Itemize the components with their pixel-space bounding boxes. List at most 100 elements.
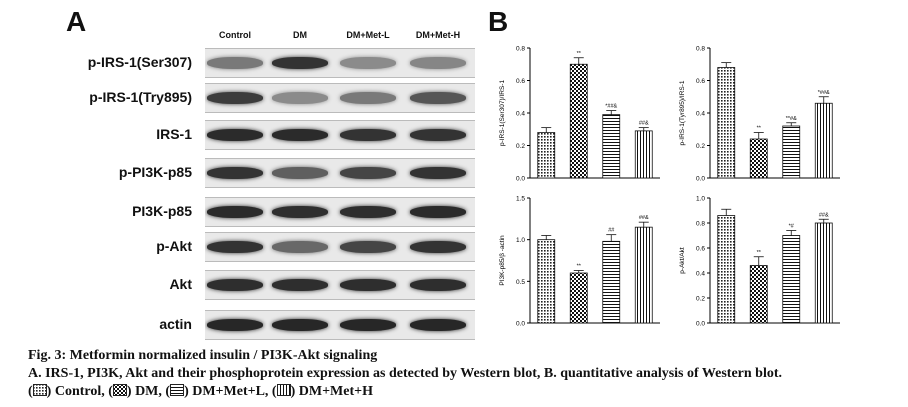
bar [569, 272, 588, 324]
blot-band [272, 57, 328, 69]
significance-label: *##& [818, 90, 830, 96]
blot-strip [205, 158, 475, 188]
blot-band [207, 279, 263, 291]
y-tick-label: 0.6 [696, 78, 705, 85]
blot-band [272, 279, 328, 291]
blot-band [272, 92, 328, 104]
bar [602, 114, 621, 179]
bar [717, 215, 736, 324]
blot-band [340, 206, 396, 218]
figure-caption-line2: A. IRS-1, PI3K, Akt and their phosphopro… [28, 366, 783, 381]
figure-title: Fig. 3: Metformin normalized insulin / P… [28, 348, 378, 363]
significance-label: ** [577, 51, 582, 57]
blot-band [207, 167, 263, 179]
y-tick-label: 0.8 [696, 221, 705, 228]
lane-label: DM [293, 30, 307, 40]
y-tick-label: 0.0 [516, 321, 525, 328]
legend-swatch-dm [112, 384, 127, 396]
blot-band [272, 129, 328, 141]
blot-strip [205, 197, 475, 227]
bar [782, 235, 801, 324]
y-tick-label: 1.5 [516, 196, 525, 203]
y-tick-label: 0.0 [516, 176, 525, 183]
bar [634, 130, 653, 179]
bar [602, 240, 621, 324]
blot-strip [205, 120, 475, 150]
legend-label-control: ) Control, ( [46, 384, 113, 399]
bar [814, 222, 833, 324]
blot-band [340, 167, 396, 179]
y-tick-label: 0.4 [696, 271, 705, 278]
y-tick-label: 1.0 [696, 196, 705, 203]
bar [634, 226, 653, 324]
blot-band [410, 279, 466, 291]
bar [749, 138, 768, 179]
blot-band [340, 319, 396, 331]
y-tick-label: 0.6 [516, 78, 525, 85]
blot-band [272, 241, 328, 253]
panel-a-letter: A [66, 6, 87, 37]
bar [569, 63, 588, 179]
bar [537, 132, 556, 179]
bar [782, 125, 801, 179]
blot-strip [205, 310, 475, 340]
significance-label: ** [757, 126, 762, 132]
blot-band [272, 167, 328, 179]
y-tick-label: 0.2 [696, 143, 705, 150]
significance-label: **#& [786, 116, 797, 122]
y-axis-label: p-IRS-1(Tyr895)/IRS-1 [679, 80, 686, 145]
lane-label: DM+Met-L [346, 30, 390, 40]
blot-row-label: actin [159, 316, 192, 332]
lane-label: DM+Met-H [415, 30, 461, 40]
blot-band [410, 241, 466, 253]
y-tick-label: 0.4 [696, 111, 705, 118]
y-axis-label: p-IRS-1(Ser307)/IRS-1 [499, 80, 506, 146]
bar [749, 265, 768, 324]
lane-label: Control [219, 30, 251, 40]
y-axis-label: PI3K-p85/β -actin [499, 235, 506, 286]
blot-row-label: PI3K-p85 [132, 203, 192, 219]
significance-label: ** [757, 250, 762, 256]
blot-band [272, 319, 328, 331]
blot-row-label: p-PI3K-p85 [118, 164, 192, 180]
significance-label: *# [789, 224, 795, 230]
blot-band [340, 279, 396, 291]
y-tick-label: 0.8 [696, 46, 705, 53]
legend-swatch-met-l [170, 384, 185, 396]
blot-band [340, 57, 396, 69]
blot-band [410, 92, 466, 104]
blot-band [207, 92, 263, 104]
y-tick-label: 0.6 [696, 246, 705, 253]
blot-band [207, 129, 263, 141]
y-tick-label: 1.0 [516, 237, 525, 244]
legend-label-met-h: ) DM+Met+H [290, 384, 374, 399]
blot-band [207, 241, 263, 253]
blot-row-label: Akt [169, 276, 192, 292]
significance-label: ##& [639, 121, 649, 127]
significance-label: *##& [605, 104, 617, 110]
blot-band [410, 167, 466, 179]
blot-strip [205, 48, 475, 78]
y-tick-label: 0.2 [516, 143, 525, 150]
y-tick-label: 0.0 [696, 176, 705, 183]
blot-band [340, 129, 396, 141]
blot-band [272, 206, 328, 218]
chart-p-irs1-ser307: 0.0 0.2 0.4 0.6 0.8 p-IRS-1(Ser307)/IRS-1 ** *#… [499, 46, 660, 183]
blot-row-label: p-Akt [156, 238, 192, 254]
blot-row-label: p-IRS-1(Ser307) [87, 54, 192, 70]
y-tick-label: 0.5 [516, 279, 525, 286]
bar [537, 239, 556, 324]
blot-band [207, 57, 263, 69]
chart-p-irs1-tyr895: 0.0 0.2 0.4 0.6 0.8 p-IRS-1(Tyr895)/IRS-1 ** **… [679, 46, 840, 183]
y-tick-label: 0.0 [696, 321, 705, 328]
figure-legend-line: () Control, () DM, () DM+Met+L, () DM+Me… [28, 384, 373, 400]
blot-row-label: p-IRS-1(Try895) [89, 89, 192, 105]
blot-band [410, 129, 466, 141]
bar [814, 102, 833, 179]
blot-strip [205, 83, 475, 113]
blot-band [410, 206, 466, 218]
significance-label: ##& [819, 212, 829, 218]
blot-strip [205, 232, 475, 262]
blot-band [410, 57, 466, 69]
chart-pi3k-p85: 0.0 0.5 1.0 1.5 PI3K-p85/β -actin ** ## ##& [499, 196, 660, 328]
